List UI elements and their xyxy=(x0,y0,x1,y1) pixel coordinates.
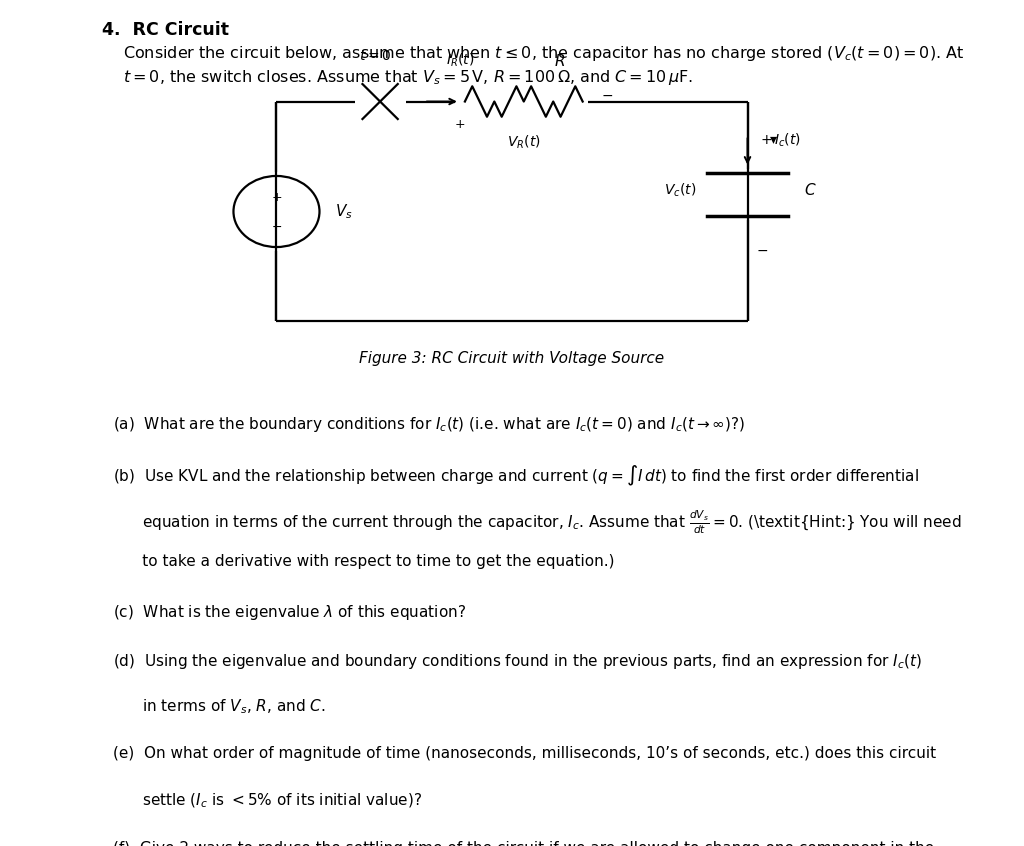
Text: $+$: $+$ xyxy=(455,118,465,131)
Text: (b)  Use KVL and the relationship between charge and current $(q=\int I\,dt)$ to: (b) Use KVL and the relationship between… xyxy=(113,464,919,488)
Text: (e)  On what order of magnitude of time (nanoseconds, milliseconds, 10’s of seco: (e) On what order of magnitude of time (… xyxy=(113,746,936,761)
Text: (f)  Give 2 ways to reduce the settling time of the circuit if we are allowed to: (f) Give 2 ways to reduce the settling t… xyxy=(113,841,934,846)
Text: Figure 3: RC Circuit with Voltage Source: Figure 3: RC Circuit with Voltage Source xyxy=(359,351,665,366)
Text: to take a derivative with respect to time to get the equation.): to take a derivative with respect to tim… xyxy=(113,553,614,569)
Text: $+$: $+$ xyxy=(271,191,282,205)
Text: $I_R(t)$: $I_R(t)$ xyxy=(445,52,474,69)
Text: $t=0$: $t=0$ xyxy=(358,49,391,63)
Text: $+\!\blacktriangledown\! I_c(t)$: $+\!\blacktriangledown\! I_c(t)$ xyxy=(760,131,801,149)
Text: equation in terms of the current through the capacitor, $I_c$. Assume that $\fra: equation in terms of the current through… xyxy=(113,508,962,536)
Text: $V_R(t)$: $V_R(t)$ xyxy=(507,134,541,151)
Text: $R$: $R$ xyxy=(554,53,565,69)
Text: (a)  What are the boundary conditions for $I_c(t)$ (i.e. what are $I_c(t=0)$ and: (a) What are the boundary conditions for… xyxy=(113,415,744,433)
Text: settle ($I_c$ is $<5\%$ of its initial value)?: settle ($I_c$ is $<5\%$ of its initial v… xyxy=(113,791,422,810)
Text: $-$: $-$ xyxy=(271,220,282,233)
Text: (d)  Using the eigenvalue and boundary conditions found in the previous parts, f: (d) Using the eigenvalue and boundary co… xyxy=(113,652,922,671)
Text: 4.  RC Circuit: 4. RC Circuit xyxy=(102,21,229,39)
Text: $C$: $C$ xyxy=(804,183,816,198)
Text: in terms of $V_s$, $R$, and $C$.: in terms of $V_s$, $R$, and $C$. xyxy=(113,697,326,716)
Text: $t=0$, the switch closes. Assume that $V_s=5\,\mathrm{V}$, $R=100\,\Omega$, and : $t=0$, the switch closes. Assume that $V… xyxy=(123,68,693,86)
Text: $-$: $-$ xyxy=(601,88,613,102)
Text: $V_s$: $V_s$ xyxy=(335,202,352,221)
Text: (c)  What is the eigenvalue $\lambda$ of this equation?: (c) What is the eigenvalue $\lambda$ of … xyxy=(113,603,466,622)
Text: $-$: $-$ xyxy=(756,243,768,256)
Text: $V_c(t)$: $V_c(t)$ xyxy=(664,182,696,199)
Text: Consider the circuit below, assume that when $t \leq 0$, the capacitor has no ch: Consider the circuit below, assume that … xyxy=(123,44,965,63)
